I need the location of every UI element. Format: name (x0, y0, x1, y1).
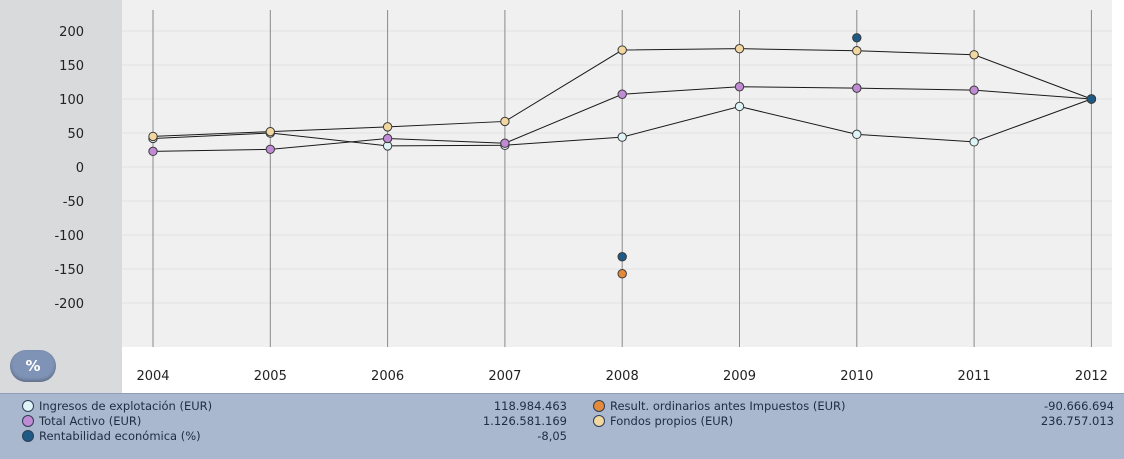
series-2-point (382, 122, 393, 132)
series-2-point (500, 116, 510, 127)
series-1-point (734, 82, 745, 92)
y-tick-label: 100 (59, 93, 84, 108)
series-1-point (617, 89, 627, 99)
series-0-point (734, 101, 745, 112)
legend-swatch-ingresos (22, 400, 34, 412)
x-tick-label: 2012 (1075, 369, 1108, 384)
legend-value-fondos-propios: 236.757.013 (1040, 414, 1114, 428)
y-tick-label: -100 (54, 229, 84, 244)
x-tick-label: 2008 (606, 369, 639, 384)
y-tick-label: 150 (59, 59, 84, 74)
legend-swatch-total-activo (22, 415, 34, 427)
series-2-point (617, 45, 627, 55)
legend-value-result-ordinarios: -90.666.694 (1044, 399, 1114, 413)
legend-item-result-ordinarios: Result. ordinarios antes Impuestos (EUR)… (593, 398, 1114, 414)
legend-item-total-activo: Total Activo (EUR) 1.126.581.169 (22, 413, 567, 429)
x-tick-label: 2009 (723, 369, 756, 384)
series-1-point (969, 85, 979, 95)
legend-item-rentabilidad: Rentabilidad económica (%) -8,05 (22, 428, 567, 444)
y-tick-label: -150 (54, 263, 84, 278)
y-tick-label: -50 (63, 195, 84, 210)
legend-value-total-activo: 1.126.581.169 (482, 414, 567, 428)
percent-toggle-button[interactable]: % (10, 350, 56, 382)
chart: 200 150 100 50 0 -50 -100 -150 -200 2004 2005 2006 2… (0, 0, 1112, 393)
legend-label-fondos-propios: Fondos propios (EUR) (610, 414, 734, 428)
x-tick-label: 2005 (254, 369, 287, 384)
legend-swatch-result-ordinarios (593, 400, 605, 412)
series-0-point (852, 129, 862, 140)
x-tick-label: 2010 (840, 369, 873, 384)
y-axis-panel (0, 0, 122, 393)
legend-value-rentabilidad: -8,05 (537, 429, 567, 443)
series-1-point (265, 144, 275, 155)
series-1-point (148, 146, 158, 157)
legend-swatch-fondos-propios (593, 415, 605, 427)
legend-swatch-rentabilidad (22, 430, 34, 442)
y-tick-label: -200 (54, 297, 84, 312)
x-tick-label: 2006 (371, 369, 404, 384)
legend-label-ingresos: Ingresos de explotación (EUR) (39, 399, 213, 413)
series-4-point (1086, 94, 1097, 104)
legend-label-total-activo: Total Activo (EUR) (39, 414, 142, 428)
y-tick-label: 200 (59, 25, 84, 40)
legend-item-fondos-propios: Fondos propios (EUR) 236.757.013 (593, 413, 1114, 429)
legend-label-rentabilidad: Rentabilidad económica (%) (39, 429, 201, 443)
series-4-point (617, 252, 627, 262)
legend-label-result-ordinarios: Result. ordinarios antes Impuestos (EUR) (610, 399, 846, 413)
series-0-point (969, 137, 979, 147)
series-0-point (617, 132, 627, 142)
series-2-point (265, 126, 275, 137)
x-tick-label: 2011 (958, 369, 991, 384)
y-tick-label: 50 (67, 127, 84, 142)
plot-area (122, 0, 1112, 347)
series-3-point (617, 269, 627, 279)
series-2-point (852, 46, 862, 56)
x-tick-label: 2007 (488, 369, 521, 384)
legend: Ingresos de explotación (EUR) 118.984.46… (0, 393, 1124, 459)
legend-value-ingresos: 118.984.463 (493, 399, 567, 413)
series-1-point (500, 138, 510, 148)
x-tick-label: 2004 (136, 369, 169, 384)
series-4-point (852, 33, 862, 43)
legend-item-ingresos: Ingresos de explotación (EUR) 118.984.46… (22, 398, 567, 414)
y-tick-label: 0 (76, 161, 84, 176)
series-2-point (148, 131, 158, 142)
series-1-point (382, 133, 393, 144)
series-2-point (734, 43, 745, 54)
series-1-point (852, 83, 862, 93)
series-2-point (969, 50, 979, 60)
